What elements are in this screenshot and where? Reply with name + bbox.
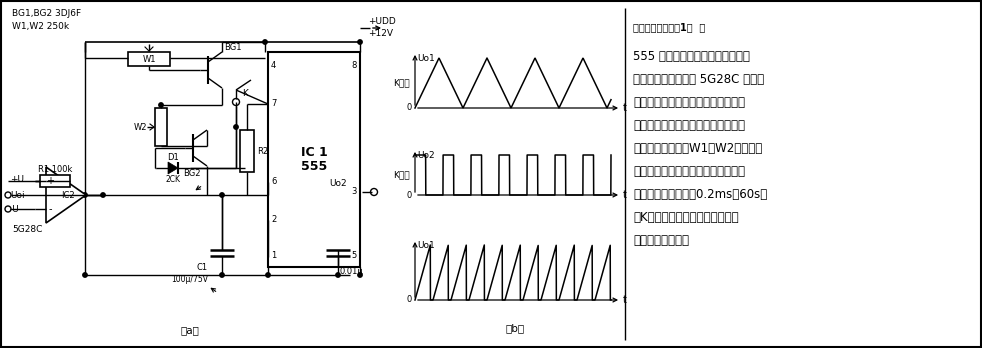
Text: t: t	[623, 103, 627, 113]
Text: W1: W1	[142, 55, 156, 63]
Text: 压跟随器，起隔离和阻抗变换作用。: 压跟随器，起隔离和阻抗变换作用。	[633, 96, 745, 109]
Text: K闭合: K闭合	[394, 171, 410, 180]
Text: 多种波形发生器（1）  由: 多种波形发生器（1） 由	[633, 22, 705, 32]
Text: -: -	[48, 204, 52, 214]
Text: 1: 1	[271, 251, 276, 260]
Text: （a）: （a）	[181, 325, 199, 335]
Bar	[240, 130, 254, 172]
Text: 0: 0	[407, 295, 412, 304]
Text: Uo1: Uo1	[417, 54, 435, 63]
Text: Uo1: Uo1	[417, 241, 435, 250]
Circle shape	[159, 103, 163, 107]
Text: R2: R2	[257, 147, 268, 156]
Text: 0: 0	[407, 103, 412, 112]
Circle shape	[220, 193, 224, 197]
Text: K断开: K断开	[394, 79, 410, 87]
Text: 2: 2	[271, 215, 276, 224]
Circle shape	[357, 273, 362, 277]
Circle shape	[82, 193, 87, 197]
Text: t: t	[623, 190, 627, 200]
Polygon shape	[168, 162, 178, 174]
Circle shape	[220, 273, 224, 277]
Text: +U: +U	[10, 175, 24, 184]
Text: BG1: BG1	[224, 44, 242, 53]
Text: 7: 7	[271, 100, 276, 109]
Circle shape	[263, 40, 267, 44]
Text: Uo2: Uo2	[417, 151, 435, 160]
Bar	[40, 175, 70, 187]
Text: 6: 6	[271, 177, 276, 187]
Text: +UDD: +UDD	[368, 17, 396, 26]
Text: -U: -U	[10, 206, 20, 214]
Text: 0.01μ: 0.01μ	[340, 268, 363, 277]
Text: 8: 8	[352, 61, 357, 70]
Text: 调节充放电时间常数，调节占空比。: 调节充放电时间常数，调节占空比。	[633, 165, 745, 178]
Circle shape	[266, 273, 270, 277]
Bar	[128, 52, 170, 66]
Text: Uo2: Uo2	[329, 180, 347, 189]
Text: +: +	[46, 176, 54, 186]
Text: 2CK: 2CK	[166, 175, 181, 184]
Text: IC2: IC2	[61, 190, 75, 199]
Text: C1: C1	[196, 263, 208, 272]
Text: t: t	[623, 295, 627, 305]
Text: 5: 5	[352, 251, 357, 260]
Text: W1,W2 250k: W1,W2 250k	[12, 22, 69, 31]
Text: R1 100k: R1 100k	[38, 165, 73, 174]
Text: 5G28C: 5G28C	[12, 226, 42, 235]
Text: Uoi: Uoi	[10, 191, 25, 200]
Text: 锯齿波线性良好。W1、W2分别用于: 锯齿波线性良好。W1、W2分别用于	[633, 142, 762, 155]
Text: 3: 3	[352, 188, 357, 197]
Text: 为三角波的一半。: 为三角波的一半。	[633, 234, 689, 247]
Circle shape	[82, 273, 87, 277]
Circle shape	[336, 273, 340, 277]
Text: 当K闭合时，形成锯齿波，其周期: 当K闭合时，形成锯齿波，其周期	[633, 211, 738, 224]
Text: 图中参数振荡周期为0.2ms至60s。: 图中参数振荡周期为0.2ms至60s。	[633, 188, 767, 201]
Text: BG1,BG2 3DJ6F: BG1,BG2 3DJ6F	[12, 9, 82, 18]
Circle shape	[101, 193, 105, 197]
Text: 0: 0	[407, 190, 412, 199]
Text: +12V: +12V	[368, 30, 393, 39]
Circle shape	[234, 125, 239, 129]
Text: K: K	[242, 89, 247, 98]
Bar	[268, 52, 360, 267]
Polygon shape	[46, 167, 86, 223]
Text: 4: 4	[271, 61, 276, 70]
Text: D1: D1	[167, 153, 179, 163]
Text: （b）: （b）	[506, 323, 524, 333]
Text: BG2: BG2	[183, 168, 200, 177]
Text: W2: W2	[134, 122, 147, 132]
Bar	[155, 108, 167, 146]
Text: 器。高输入阻抗运放 5G28C 构成电: 器。高输入阻抗运放 5G28C 构成电	[633, 73, 764, 86]
Text: IC 1
555: IC 1 555	[300, 145, 327, 174]
Text: 555 和恒流充电电路组成多谐振荡: 555 和恒流充电电路组成多谐振荡	[633, 50, 750, 63]
Circle shape	[357, 40, 362, 44]
Text: 100μ/75V: 100μ/75V	[171, 276, 208, 285]
Text: 振荡器充放电均为恒流源充放，因而: 振荡器充放电均为恒流源充放，因而	[633, 119, 745, 132]
